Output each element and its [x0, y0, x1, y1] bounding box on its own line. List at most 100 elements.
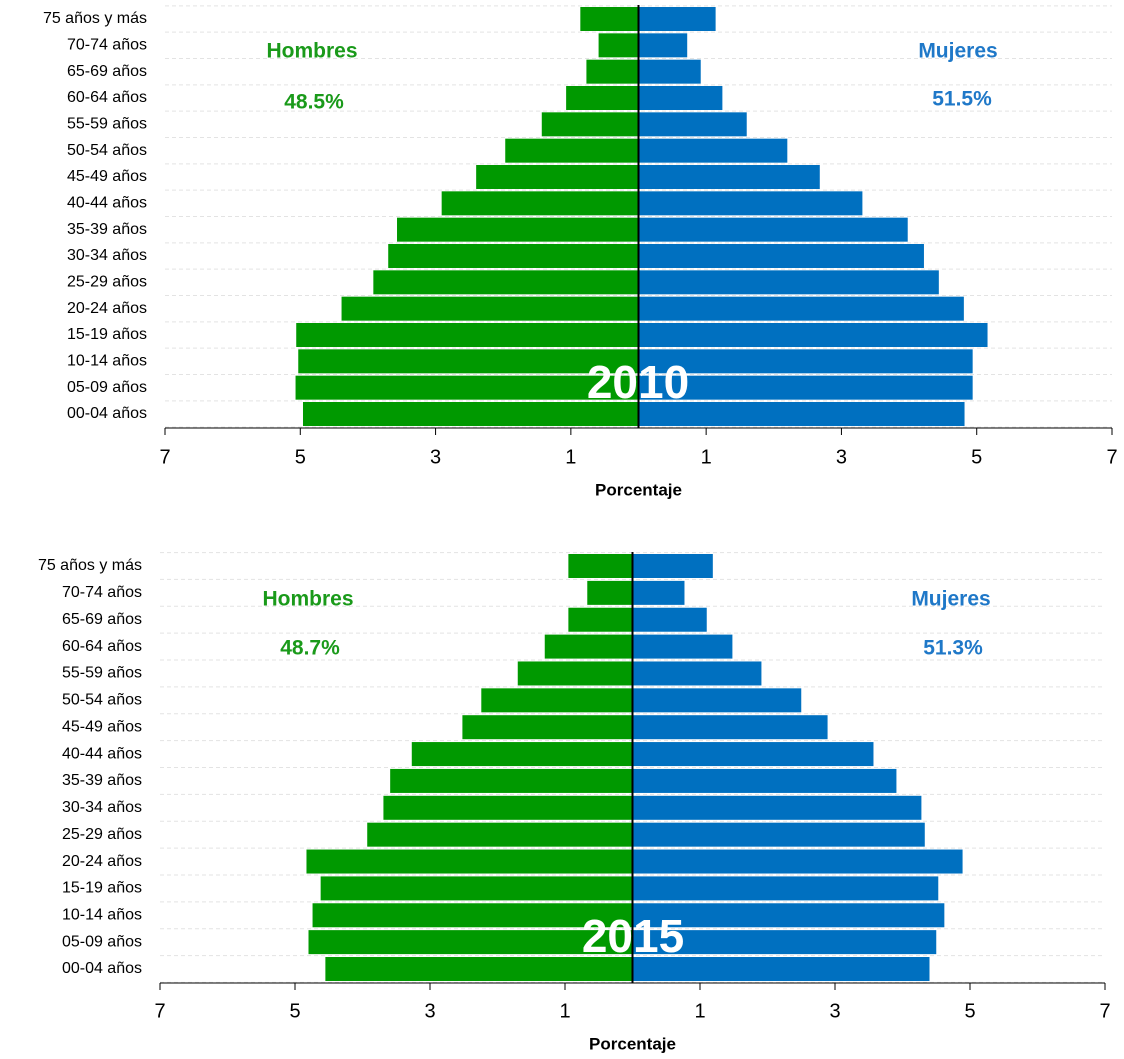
bar [632, 849, 963, 874]
bar [638, 86, 723, 110]
bar [638, 402, 965, 426]
x-axis-label: Porcentaje [595, 480, 682, 499]
bar [586, 59, 639, 84]
category-label: 65-69 años [62, 611, 142, 628]
bar [632, 822, 925, 847]
series-name: Hombres [262, 588, 353, 611]
x-tick-label: 7 [154, 1000, 165, 1022]
category-label: 05-09 años [62, 933, 142, 950]
bar [312, 903, 633, 928]
category-label: 10-14 años [67, 353, 147, 370]
category-label: 00-04 años [62, 960, 142, 977]
category-label: 75 años y más [38, 557, 142, 574]
bar [638, 59, 701, 84]
bar [632, 661, 762, 686]
x-axis-label: Porcentaje [589, 1034, 676, 1053]
bar [587, 580, 633, 605]
bar [373, 270, 639, 295]
category-label: 10-14 años [62, 906, 142, 923]
x-tick-label: 1 [565, 446, 576, 468]
bar [638, 112, 747, 137]
bar [320, 876, 633, 901]
series-name: Mujeres [911, 588, 990, 611]
category-label: 55-59 años [67, 116, 147, 133]
category-label: 25-29 años [67, 274, 147, 291]
category-label: 45-49 años [62, 718, 142, 735]
x-tick-label: 3 [836, 446, 847, 468]
bar [638, 244, 924, 268]
category-label: 70-74 años [62, 584, 142, 601]
bar [638, 217, 908, 242]
x-tick-label: 7 [159, 446, 170, 468]
bar [638, 165, 820, 189]
bar [383, 795, 633, 820]
bar [632, 876, 939, 901]
category-label: 05-09 años [67, 379, 147, 396]
x-tick-label: 5 [971, 446, 982, 468]
bar [306, 849, 633, 874]
category-label: 20-24 años [67, 300, 147, 317]
bar [632, 715, 828, 740]
bar [632, 607, 707, 632]
bar [580, 7, 639, 31]
x-tick-label: 5 [289, 1000, 300, 1022]
x-tick-label: 3 [430, 446, 441, 468]
bar [296, 323, 639, 347]
x-tick-label: 1 [694, 1000, 705, 1022]
bar [638, 138, 788, 163]
bar [441, 191, 639, 216]
bar [638, 191, 863, 216]
bar [462, 715, 633, 740]
bar [568, 554, 633, 578]
bar [632, 795, 922, 820]
bar [295, 375, 639, 400]
share-label: 48.5% [284, 91, 344, 114]
bar [390, 768, 633, 793]
bar [632, 742, 874, 767]
x-tick-label: 5 [964, 1000, 975, 1022]
category-label: 50-54 años [62, 692, 142, 709]
category-label: 30-34 años [62, 799, 142, 816]
bar [632, 957, 930, 981]
category-label: 30-34 años [67, 247, 147, 264]
bar [568, 607, 633, 632]
bar [341, 296, 639, 321]
bar [632, 688, 802, 713]
category-label: 40-44 años [62, 745, 142, 762]
category-label: 50-54 años [67, 142, 147, 159]
series-name: Mujeres [918, 40, 997, 63]
bar [632, 903, 945, 928]
x-tick-label: 3 [829, 1000, 840, 1022]
x-tick-label: 1 [701, 446, 712, 468]
bar [638, 270, 939, 295]
category-label: 75 años y más [43, 10, 147, 27]
share-label: 51.3% [923, 637, 983, 660]
bar [308, 930, 633, 955]
x-tick-label: 7 [1099, 1000, 1110, 1022]
bar [397, 217, 639, 242]
bar [302, 402, 639, 426]
bar [388, 244, 639, 268]
bar [632, 768, 897, 793]
x-tick-label: 1 [559, 1000, 570, 1022]
share-label: 48.7% [280, 637, 340, 660]
x-tick-label: 7 [1106, 446, 1117, 468]
category-label: 35-39 años [67, 221, 147, 238]
bar [638, 323, 988, 347]
bar [638, 349, 973, 374]
category-label: 55-59 años [62, 665, 142, 682]
category-label: 15-19 años [67, 326, 147, 343]
series-name: Hombres [266, 40, 357, 63]
category-label: 25-29 años [62, 826, 142, 843]
bar [541, 112, 639, 137]
category-label: 45-49 años [67, 168, 147, 185]
bar [638, 375, 973, 400]
category-label: 65-69 años [67, 63, 147, 80]
bar [632, 634, 733, 659]
category-label: 00-04 años [67, 405, 147, 422]
category-label: 35-39 años [62, 772, 142, 789]
bar [566, 86, 639, 110]
bar [638, 33, 688, 58]
bar [638, 296, 964, 321]
